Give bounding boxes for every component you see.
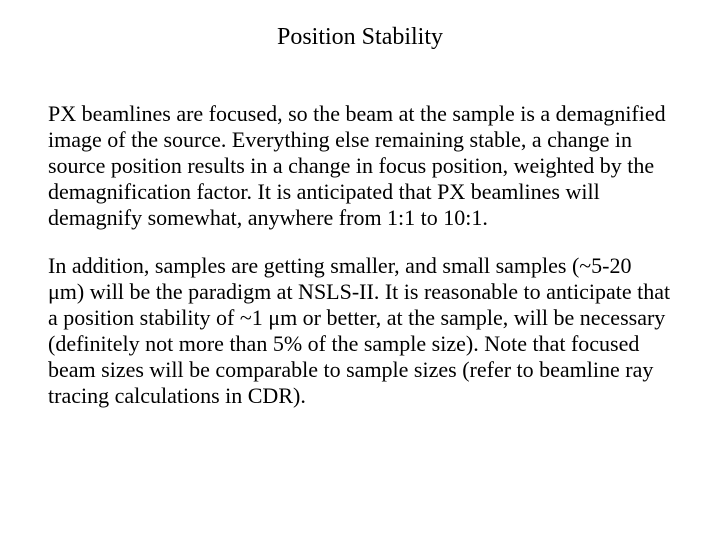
slide: Position Stability PX beamlines are focu… xyxy=(0,0,720,540)
body-paragraph-1: PX beamlines are focused, so the beam at… xyxy=(48,101,672,231)
slide-title: Position Stability xyxy=(48,24,672,51)
body-paragraph-2: In addition, samples are getting smaller… xyxy=(48,253,672,409)
